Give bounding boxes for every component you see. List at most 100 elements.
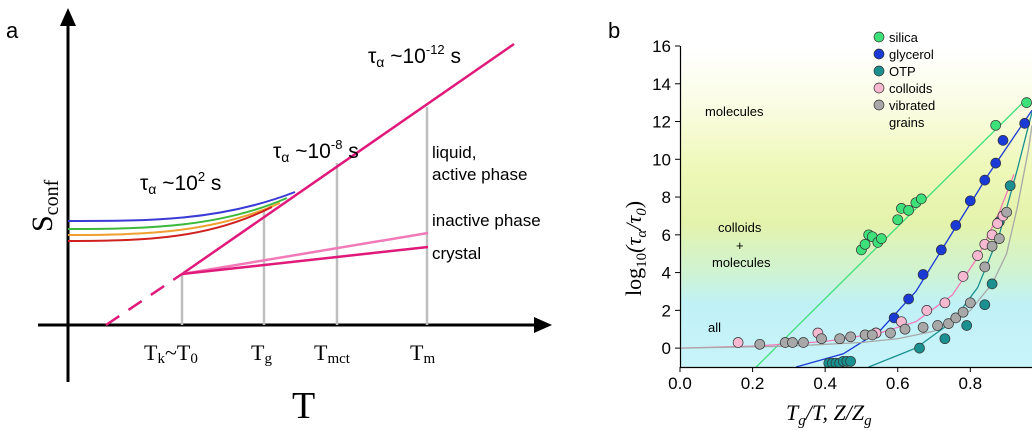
- point-otp: [939, 333, 951, 345]
- panel-b-y-title: log10(τα/τ0): [621, 201, 650, 296]
- panel-b: b molecules colloids + molecules all sil…: [608, 18, 1032, 429]
- point-vibrated-grains: [798, 337, 809, 348]
- fit-curve-1: [795, 109, 1032, 368]
- region-molecules-2: molecules: [712, 255, 771, 270]
- legend-label-otp: OTP: [889, 64, 916, 79]
- point-otp: [1004, 180, 1016, 192]
- curve-blue: [67, 191, 296, 222]
- point-vibrated-grains: [950, 312, 962, 324]
- point-colloids: [732, 337, 744, 348]
- region-colloids: colloids: [718, 220, 762, 235]
- inactive-line: [181, 231, 429, 276]
- region-plus: +: [736, 238, 744, 253]
- y-tick-label: 12: [652, 113, 671, 132]
- legend-marker-otp: [873, 65, 885, 77]
- point-glycerol: [935, 244, 947, 256]
- point-otp: [979, 299, 991, 311]
- y-tick-label: 6: [662, 226, 671, 245]
- legend-marker-silica: [873, 31, 885, 43]
- legend-marker-glycerol: [873, 48, 885, 60]
- point-vibrated-grains: [816, 333, 827, 345]
- panel-a-y-arrow: [60, 8, 76, 26]
- tau-label-2: τα ~102 s: [140, 169, 221, 197]
- panel-a-x-arrow: [534, 317, 552, 333]
- point-colloids: [957, 271, 969, 282]
- point-vibrated-grains: [885, 327, 896, 339]
- point-silica: [915, 193, 927, 205]
- point-glycerol: [990, 157, 1002, 169]
- y-ticks: 0 2 4 6 8 10 12 14 16: [652, 37, 680, 358]
- y-tick-label: 0: [662, 339, 671, 358]
- curve-green: [67, 197, 288, 230]
- inactive-label: inactive phase: [432, 211, 541, 230]
- crystal-line: [181, 245, 429, 276]
- point-vibrated-grains: [899, 323, 911, 335]
- tick-tg: Tg: [251, 340, 272, 367]
- fit-curve-3: [680, 174, 1015, 349]
- x-ticks: 0.0 0.2 0.4 0.6 0.8: [668, 367, 982, 393]
- liquid-label-1: liquid,: [432, 143, 476, 162]
- point-glycerol: [979, 174, 991, 186]
- panel-b-x-title: Tg/T, Z/Zg: [786, 400, 872, 429]
- fit-curve-0: [755, 98, 1028, 368]
- legend-label-vibrated: vibrated: [889, 98, 935, 113]
- point-vibrated-grains: [845, 331, 856, 343]
- liquid-line: [181, 42, 515, 276]
- point-colloids: [972, 250, 983, 261]
- liquid-label-2: active phase: [432, 165, 527, 184]
- tick-tk-t0: Tk~T0: [144, 340, 198, 367]
- legend-label-glycerol: glycerol: [889, 47, 934, 62]
- tau-label-12: τα ~10-12 s: [368, 42, 461, 70]
- point-vibrated-grains: [932, 320, 943, 331]
- point-silica: [1021, 97, 1032, 108]
- point-otp: [914, 342, 925, 354]
- point-vibrated-grains: [917, 321, 929, 333]
- point-vibrated-grains: [1001, 206, 1012, 218]
- point-vibrated-grains: [993, 233, 1005, 244]
- point-colloids: [921, 305, 933, 316]
- point-silica: [990, 119, 1002, 131]
- y-tick-label: 14: [652, 75, 671, 94]
- point-vibrated-grains: [964, 297, 976, 309]
- point-vibrated-grains: [787, 337, 798, 348]
- legend: silica glycerol OTP colloids vibrated gr…: [873, 30, 935, 130]
- x-tick-label: 0.2: [741, 374, 765, 393]
- point-vibrated-grains: [866, 329, 878, 341]
- point-vibrated-grains: [754, 338, 766, 350]
- point-vibrated-grains: [834, 333, 846, 345]
- panel-a-letter: a: [6, 18, 19, 43]
- point-vibrated-grains: [986, 240, 998, 252]
- data-points: [732, 97, 1032, 368]
- point-silica: [903, 204, 914, 216]
- legend-label-grains: grains: [889, 115, 925, 130]
- fit-curve-4: [680, 125, 1032, 349]
- legend-label-colloids: colloids: [889, 81, 933, 96]
- point-vibrated-grains: [943, 318, 954, 329]
- y-tick-label: 10: [652, 150, 671, 169]
- tick-tm: Tm: [410, 340, 435, 367]
- legend-label-silica: silica: [889, 30, 919, 45]
- point-glycerol: [903, 293, 914, 305]
- panel-a: a τα ~10-12 s τα ~10-8 s τα ~102 s: [6, 8, 552, 427]
- panel-a-y-title: Sconf: [26, 179, 63, 232]
- point-glycerol: [964, 195, 976, 207]
- liquid-extrapolation: [105, 272, 183, 327]
- curve-red: [67, 206, 273, 242]
- point-vibrated-grains: [979, 261, 991, 273]
- point-silica: [892, 214, 904, 226]
- point-vibrated-grains: [957, 306, 969, 318]
- point-colloids: [992, 218, 1003, 229]
- point-silica: [859, 238, 871, 250]
- x-tick-label: 0.8: [958, 374, 982, 393]
- point-glycerol: [950, 220, 962, 231]
- y-tick-label: 8: [662, 188, 671, 207]
- region-all: all: [708, 320, 721, 335]
- point-otp: [986, 278, 998, 290]
- point-glycerol: [917, 269, 929, 280]
- region-molecules: molecules: [705, 104, 764, 119]
- plot-background: [681, 47, 1032, 367]
- point-colloids: [939, 297, 951, 309]
- point-glycerol: [997, 135, 1009, 146]
- y-tick-label: 2: [662, 301, 671, 320]
